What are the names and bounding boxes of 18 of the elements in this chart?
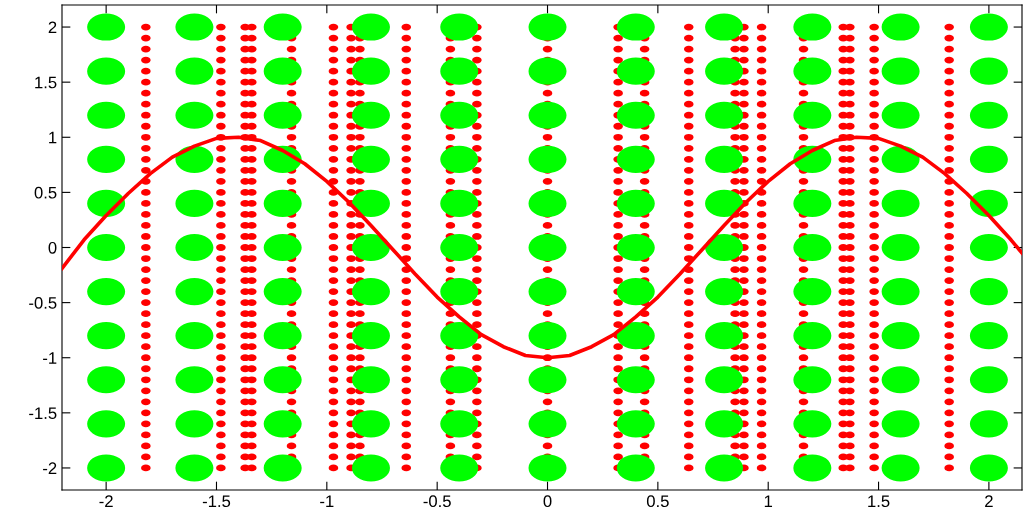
y-tick-label: 1 (49, 131, 57, 144)
y-tick-label: -0.5 (29, 297, 57, 309)
x-tick-label: -1 (320, 495, 334, 507)
x-tick-label: 0.5 (646, 495, 669, 508)
x-tick-label: -2 (99, 495, 113, 507)
x-tick-label: -1.5 (202, 495, 231, 508)
x-tick-label: 0 (543, 495, 552, 508)
x-tick-label: 1 (764, 495, 773, 507)
y-tick-label: 0.5 (34, 186, 57, 199)
y-tick-label: 2 (48, 21, 57, 34)
x-tick-label: 1.5 (868, 495, 890, 508)
y-tick-label: -1 (43, 352, 57, 364)
y-tick-label: 1.5 (35, 76, 57, 89)
y-tick-label: -2 (43, 462, 57, 474)
y-tick-label: -1.5 (29, 407, 57, 420)
x-tick-label: -0.5 (423, 495, 451, 508)
y-tick-label: 0 (48, 241, 57, 254)
x-tick-label: 2 (985, 495, 993, 507)
